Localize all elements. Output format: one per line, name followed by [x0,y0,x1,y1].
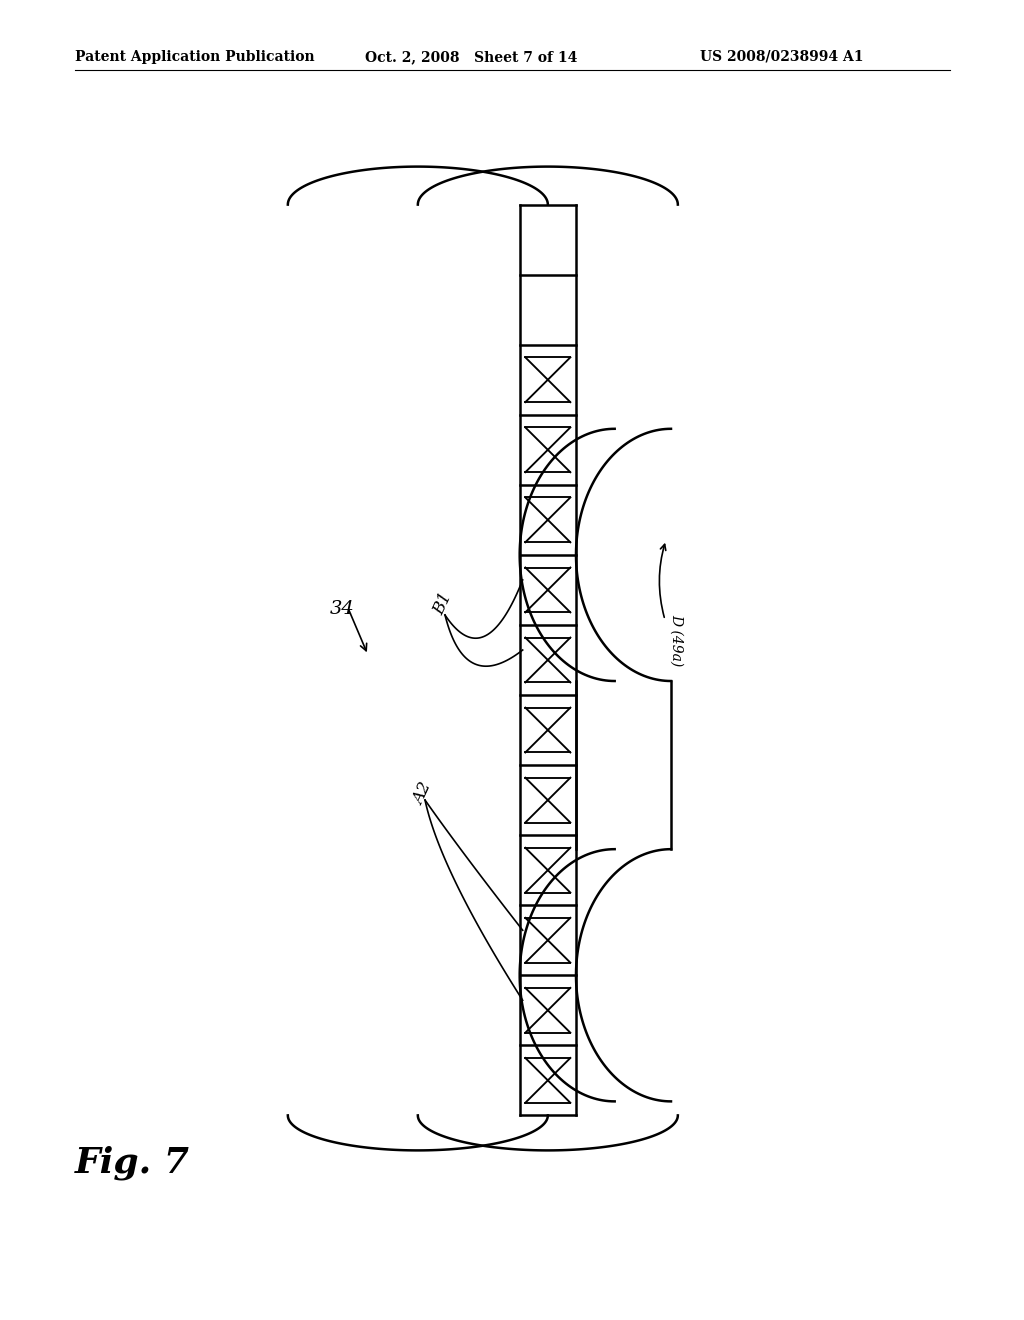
Text: US 2008/0238994 A1: US 2008/0238994 A1 [700,50,863,63]
Text: B1: B1 [430,590,455,618]
Text: D (49a): D (49a) [670,614,684,667]
FancyArrowPatch shape [659,544,666,618]
Text: 34: 34 [330,601,354,618]
Text: Fig. 7: Fig. 7 [75,1144,190,1180]
Text: A2: A2 [410,780,435,808]
Text: Patent Application Publication: Patent Application Publication [75,50,314,63]
Text: Oct. 2, 2008   Sheet 7 of 14: Oct. 2, 2008 Sheet 7 of 14 [365,50,578,63]
